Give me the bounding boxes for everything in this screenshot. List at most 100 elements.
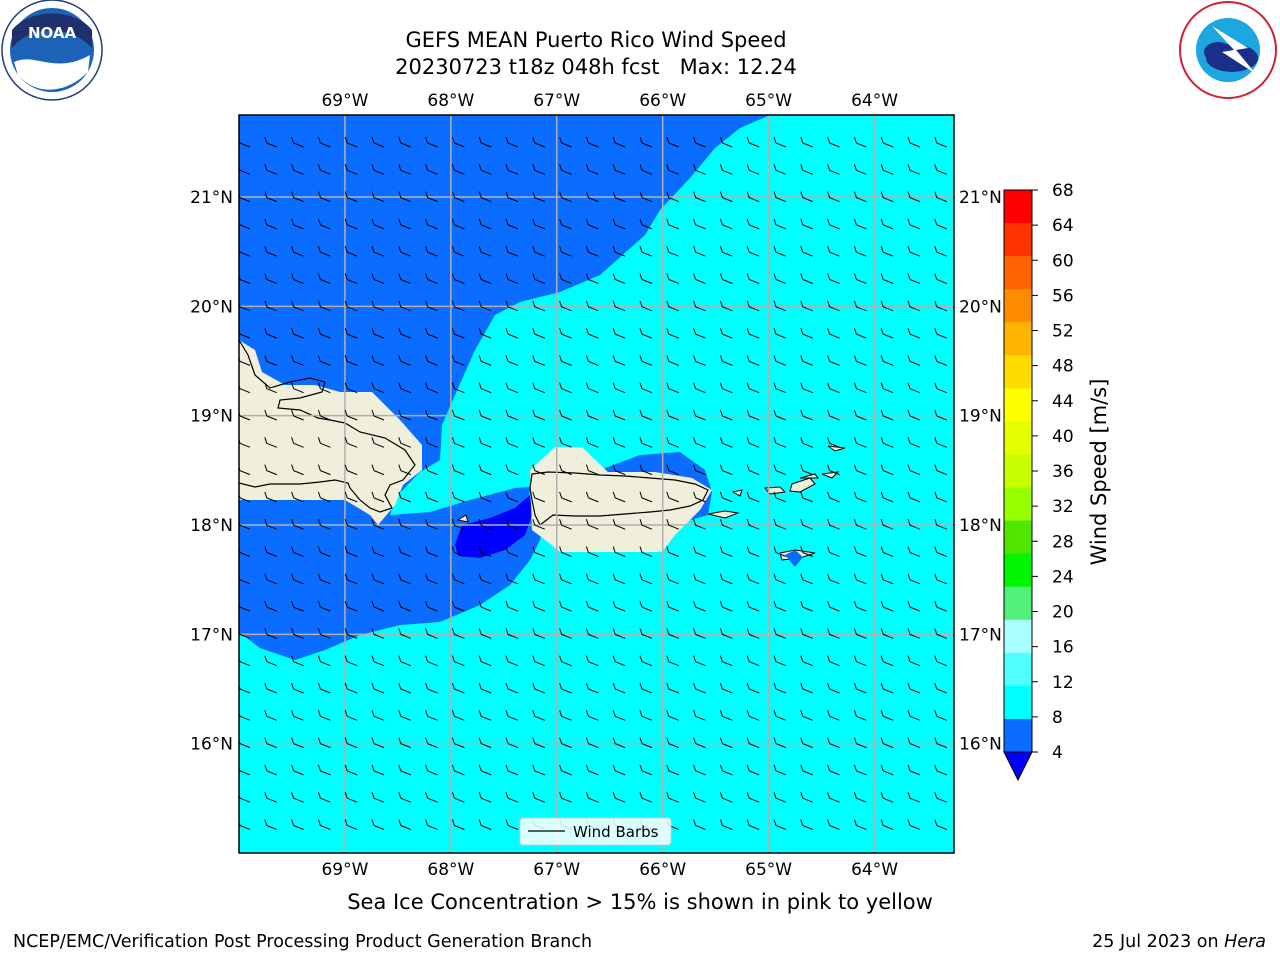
wind-barb	[478, 218, 492, 230]
wind-barb	[800, 737, 813, 749]
wind-barb	[827, 136, 840, 148]
wind-barb	[800, 600, 813, 612]
wind-barb	[746, 819, 760, 830]
wind-barb	[693, 382, 706, 394]
wind-barb	[880, 546, 894, 557]
wind-barb	[693, 792, 706, 803]
wind-barb	[317, 300, 331, 312]
wind-barb	[317, 327, 331, 339]
colorbar-segment	[1004, 652, 1032, 687]
wind-barb	[451, 191, 465, 203]
wind-barb	[800, 409, 813, 421]
wind-barb	[344, 437, 358, 448]
nws-logo-icon	[1179, 1, 1277, 99]
wind-barb	[800, 136, 813, 148]
wind-barb	[291, 764, 304, 776]
wind-barb	[907, 710, 921, 721]
wind-barb	[666, 409, 679, 421]
wind-barb	[398, 546, 411, 557]
wind-barb	[612, 246, 626, 257]
wind-barb	[425, 300, 438, 312]
wind-barb	[693, 164, 706, 175]
colorbar-tick-label: 64	[1052, 216, 1074, 236]
wind-barb	[907, 546, 921, 557]
wind-barb	[398, 628, 411, 639]
wind-barb	[451, 710, 465, 721]
wind-barb	[559, 573, 572, 585]
wind-barb	[398, 164, 411, 175]
wind-barb	[291, 628, 304, 639]
wind-barb	[585, 273, 599, 284]
wind-barb	[451, 136, 465, 148]
wind-barb	[291, 491, 304, 503]
wind-barb	[371, 519, 385, 530]
wind-barb	[746, 355, 760, 366]
wind-barb	[853, 573, 867, 585]
wind-barb	[880, 764, 894, 776]
wind-barb	[693, 546, 706, 557]
colorbar-segment	[1004, 487, 1032, 522]
wind-barb	[585, 355, 599, 366]
wind-barb	[478, 191, 492, 203]
wind-barb	[639, 382, 653, 394]
wind-barb	[800, 246, 813, 257]
wind-barb	[880, 710, 894, 721]
footer-date: 25 Jul 2023 on Hera	[1092, 932, 1266, 952]
wind-barb	[317, 764, 331, 776]
wind-barb	[934, 300, 947, 312]
wind-barb	[612, 218, 626, 230]
colorbar-tick-label: 8	[1052, 708, 1063, 728]
wind-barb	[746, 409, 760, 421]
wind-barb	[612, 437, 626, 448]
wind-fill-4-8	[239, 115, 770, 660]
wind-barb	[612, 792, 626, 803]
wind-barb	[451, 737, 465, 749]
wind-barb	[425, 246, 438, 257]
wind-barb	[746, 682, 760, 694]
wind-barb	[800, 519, 813, 530]
wind-barb	[800, 355, 813, 366]
wind-barb	[907, 764, 921, 776]
wind-barb	[264, 819, 277, 830]
wind-barb	[264, 273, 277, 284]
colorbar-tick-label: 40	[1052, 427, 1074, 447]
wind-barb	[746, 600, 760, 612]
wind-barb	[317, 682, 331, 694]
footer-branch: NCEP/EMC/Verification Post Processing Pr…	[13, 932, 593, 952]
wind-barb	[585, 628, 599, 639]
colorbar-segment	[1004, 685, 1032, 720]
wind-barb	[827, 737, 840, 749]
wind-barb	[425, 600, 438, 612]
wind-barb	[317, 218, 331, 230]
wind-barb	[773, 409, 787, 421]
wind-barb	[317, 792, 331, 803]
wind-barb	[853, 218, 867, 230]
wind-barb	[398, 737, 411, 749]
wind-barb	[666, 218, 679, 230]
wind-barb	[639, 437, 653, 448]
wind-barb	[827, 764, 840, 776]
colorbar-extend	[1003, 751, 1033, 782]
wind-barb	[291, 600, 304, 612]
wind-barb	[880, 273, 894, 284]
wind-barb	[398, 792, 411, 803]
lon-label-top: 68°W	[427, 91, 474, 111]
wind-barb	[612, 710, 626, 721]
wind-barb	[853, 819, 867, 830]
wind-barb	[880, 628, 894, 639]
wind-barb	[291, 136, 304, 148]
colorbar-segment	[1004, 388, 1032, 422]
wind-barb	[344, 300, 358, 312]
wind-barb	[934, 164, 947, 175]
wind-barb	[344, 573, 358, 585]
wind-barb	[585, 655, 599, 667]
wind-barb	[666, 764, 679, 776]
wind-barb	[478, 819, 492, 830]
wind-barb	[773, 437, 787, 448]
wind-barb	[532, 792, 545, 803]
wind-barb	[746, 191, 760, 203]
wind-barb	[264, 573, 277, 585]
wind-barb	[719, 218, 733, 230]
wind-barb	[317, 464, 331, 476]
wind-barb	[773, 164, 787, 175]
